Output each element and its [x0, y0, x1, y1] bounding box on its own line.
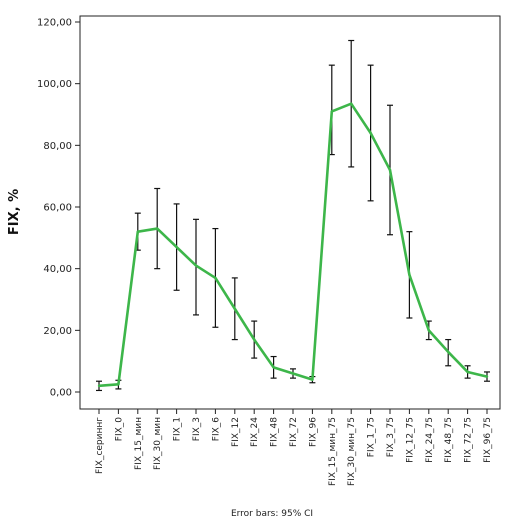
x-tick-label: FIX_6 [211, 417, 221, 441]
y-tick-label: 100,00 [37, 79, 72, 90]
plot-frame [79, 15, 501, 410]
x-axis-ticks: FIX_сериннг FIX_0 FIX_15_мин FIX_30_мин FIX_… [95, 409, 493, 486]
x-tick-label: FIX_1_75 [367, 417, 377, 457]
y-tick-label: 0,00 [50, 388, 72, 399]
series-lines [97, 102, 489, 388]
data-point [194, 264, 198, 267]
x-tick-label: FIX_72_75 [464, 417, 474, 463]
data-point [233, 307, 236, 310]
x-tick-label: FIX_12_75 [405, 417, 415, 463]
y-tick-label: 40,00 [43, 264, 72, 275]
data-point [427, 329, 430, 332]
x-tick-label: FIX_30_мин [153, 417, 163, 470]
y-tick-label: 20,00 [43, 326, 72, 337]
data-point [350, 102, 353, 105]
data-point [97, 384, 101, 388]
x-tick-label: FIX_30_мин_75 [347, 417, 357, 486]
data-point [388, 168, 392, 172]
x-tick-label: FIX_48 [270, 417, 280, 447]
x-tick-label: FIX_3 [192, 417, 202, 441]
y-axis-ticks: 0,00 20,00 40,00 60,00 80,00 100,00 120,00 [37, 18, 80, 399]
data-point [485, 375, 489, 378]
x-tick-label: FIX_24 [250, 417, 260, 447]
x-tick-label: FIX_72 [289, 417, 299, 447]
y-tick-label: 80,00 [43, 141, 72, 152]
data-point [466, 370, 469, 374]
y-tick-label: 120,00 [37, 18, 72, 29]
x-tick-label: FIX_15_мин [134, 417, 144, 470]
x-tick-label: FIX_1 [173, 417, 183, 441]
data-point [117, 383, 120, 386]
data-point [311, 378, 314, 381]
data-point [369, 131, 372, 135]
y-axis-title: FIX, % [7, 189, 22, 235]
x-tick-label: FIX_сериннг [95, 417, 105, 474]
y-tick-label: 60,00 [43, 203, 72, 214]
x-tick-label: FIX_3_75 [386, 417, 396, 457]
data-point [447, 350, 450, 354]
data-point [272, 366, 275, 369]
x-tick-label: FIX_96 [308, 417, 318, 447]
data-point [214, 276, 217, 280]
data-point [175, 245, 178, 249]
x-tick-label: FIX_48_75 [444, 417, 454, 463]
data-point [253, 338, 256, 341]
data-point [291, 372, 295, 375]
x-tick-label: FIX_96_75 [483, 417, 493, 463]
data-point [156, 227, 159, 230]
error-bars [96, 39, 490, 392]
data-point [136, 230, 139, 233]
error-bars-footnote: Error bars: 95% CI [231, 509, 313, 519]
x-tick-label: FIX_12 [231, 417, 241, 447]
x-tick-label: FIX_0 [114, 417, 124, 441]
data-point [408, 273, 411, 277]
x-tick-label: FIX_15_мин_75 [328, 417, 338, 486]
x-tick-label: FIX_24_75 [425, 417, 435, 463]
data-point [330, 110, 333, 113]
